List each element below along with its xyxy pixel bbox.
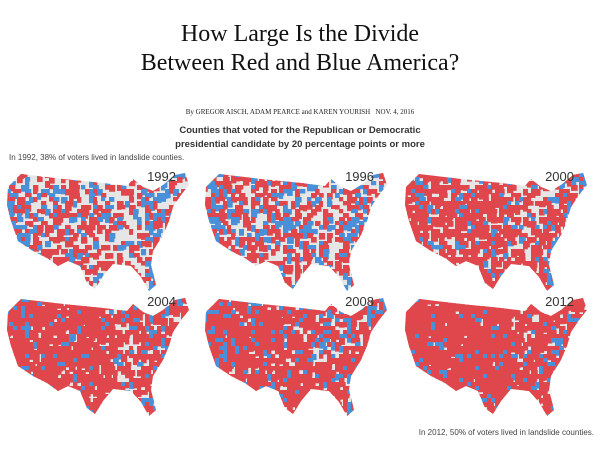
- county-map-1996: 1996: [201, 165, 396, 295]
- page-title: How Large Is the Divide Between Red and …: [0, 20, 600, 78]
- county-map-1992: 1992: [3, 165, 198, 295]
- county-patches: [7, 298, 189, 416]
- title-line: Between Red and Blue America?: [140, 50, 460, 76]
- map-year-label: 1992: [147, 169, 176, 184]
- map-year-label: 1996: [345, 169, 374, 184]
- county-map-2008: 2008: [201, 290, 396, 420]
- map-year-label: 2012: [545, 294, 574, 309]
- county-map-2000: 2000: [401, 165, 596, 295]
- subtitle-line: presidential candidate by 20 percentage …: [175, 139, 425, 150]
- county-patches: [405, 298, 587, 416]
- map-year-label: 2000: [545, 169, 574, 184]
- byline: By GREGOR AISCH, ADAM PEARCE and KAREN Y…: [185, 108, 415, 116]
- subtitle-line: Counties that voted for the Republican o…: [179, 125, 421, 136]
- note-2012: In 2012, 50% of voters lived in landslid…: [418, 428, 594, 437]
- graphic-subtitle: Counties that voted for the Republican o…: [0, 124, 600, 152]
- county-map-2012: 2012: [401, 290, 596, 420]
- map-year-label: 2008: [345, 294, 374, 309]
- note-1992: In 1992, 38% of voters lived in landslid…: [9, 153, 185, 162]
- map-year-label: 2004: [147, 294, 176, 309]
- title-line: How Large Is the Divide: [180, 21, 420, 47]
- county-patches: [205, 298, 387, 416]
- county-map-2004: 2004: [3, 290, 198, 420]
